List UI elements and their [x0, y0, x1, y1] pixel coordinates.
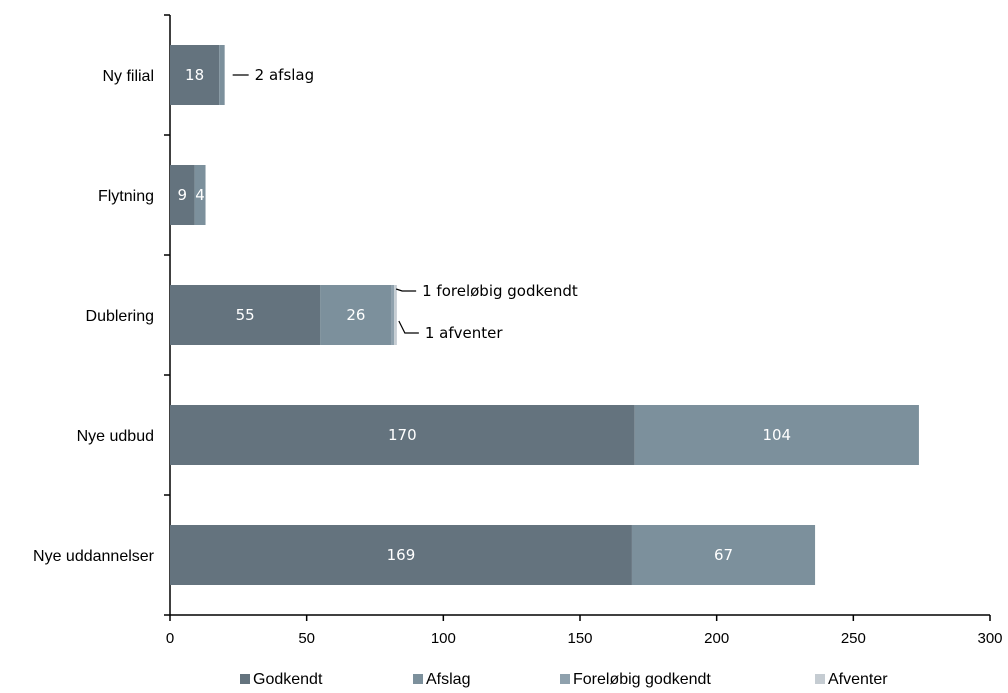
- legend-swatch: [815, 674, 825, 684]
- bar-segment: [170, 285, 321, 345]
- bar-segment: [170, 45, 220, 105]
- bar-segment: [631, 525, 816, 585]
- x-tick-label: 250: [841, 630, 866, 647]
- bar-segment: [320, 285, 392, 345]
- legend-label: Afslag: [426, 671, 470, 688]
- bar-segment: [391, 285, 395, 345]
- bar-segment: [194, 165, 206, 225]
- bar-value-label: 18: [185, 66, 204, 84]
- category-label: Nye udbud: [77, 428, 154, 445]
- bar-value-label: 9: [178, 186, 188, 204]
- category-label: Dublering: [86, 308, 154, 325]
- annotation-label: 1 foreløbig godkendt: [422, 282, 578, 300]
- plot-area: 0 50 100 150 200 250 300 Ny filial Flytning Duble…: [33, 14, 1003, 647]
- x-tick-label: 100: [431, 630, 456, 647]
- bar-segment: [170, 165, 195, 225]
- bar-segment: [219, 45, 225, 105]
- category-label: Ny filial: [102, 68, 154, 85]
- legend-swatch: [240, 674, 250, 684]
- x-tick-label: 50: [298, 630, 315, 647]
- bar-value-label: 26: [346, 306, 365, 324]
- bar-segment: [170, 405, 635, 465]
- x-tick-label: 0: [166, 630, 174, 647]
- annotation-leader-line: [395, 288, 417, 292]
- bar-value-label: 67: [714, 546, 733, 564]
- annotation-leader-line: [398, 320, 419, 334]
- bar-segment: [394, 285, 397, 345]
- legend-swatch: [413, 674, 423, 684]
- bar-value-label: 4: [195, 186, 205, 204]
- legend-swatch: [560, 674, 570, 684]
- x-tick-label: 300: [977, 630, 1002, 647]
- bar-value-label: 55: [236, 306, 255, 324]
- bar-value-label: 170: [388, 426, 417, 444]
- legend: Godkendt Afslag Foreløbig godkendt Afventer: [240, 671, 888, 688]
- annotation-label: 2 afslag: [255, 66, 314, 84]
- annotation-label: 1 afventer: [425, 324, 504, 342]
- legend-label: Godkendt: [253, 671, 323, 688]
- bar-value-label: 104: [762, 426, 791, 444]
- category-label: Flytning: [98, 188, 154, 205]
- x-tick-label: 200: [704, 630, 729, 647]
- bar-segment: [634, 405, 919, 465]
- x-tick-label: 150: [567, 630, 592, 647]
- legend-label: Foreløbig godkendt: [573, 671, 711, 688]
- bar-value-label: 169: [387, 546, 416, 564]
- category-label: Nye uddannelser: [33, 548, 155, 565]
- bar-segment: [170, 525, 632, 585]
- legend-label: Afventer: [828, 671, 888, 688]
